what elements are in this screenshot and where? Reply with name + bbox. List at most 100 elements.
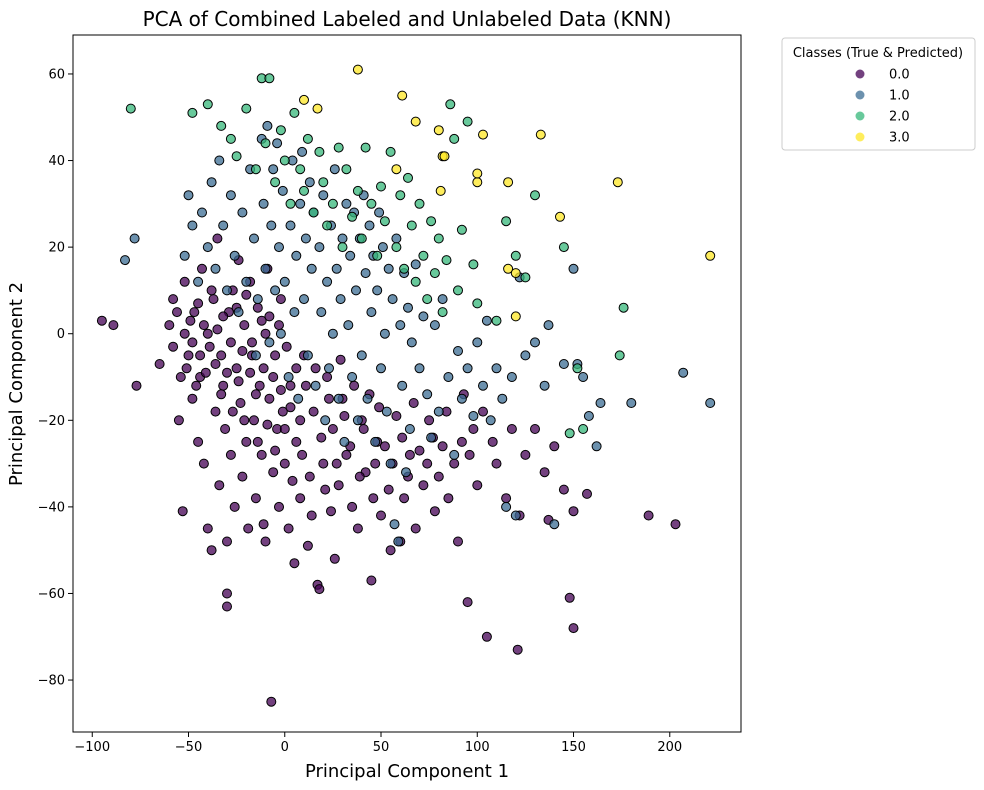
data-point: [235, 398, 246, 408]
x-tick-label: 200: [657, 740, 682, 755]
data-point: [306, 510, 317, 521]
data-point: [231, 151, 242, 162]
data-point: [275, 385, 286, 395]
data-point: [250, 493, 261, 504]
y-tick-label: 40: [48, 154, 65, 169]
data-point: [426, 216, 437, 227]
data-point: [406, 337, 417, 348]
data-point: [268, 467, 279, 478]
data-point: [485, 415, 496, 426]
data-point: [218, 220, 229, 231]
y-tick-label: −80: [38, 674, 65, 689]
data-point: [258, 363, 269, 374]
data-point: [250, 350, 261, 361]
data-point: [345, 250, 356, 261]
data-point: [225, 337, 236, 348]
data-point: [277, 406, 288, 417]
data-point: [270, 285, 281, 296]
data-point: [210, 263, 221, 274]
data-point: [210, 359, 221, 369]
legend-marker: [855, 132, 865, 142]
data-point: [320, 484, 331, 495]
data-point: [549, 441, 560, 452]
data-point: [379, 328, 390, 339]
data-point: [376, 510, 386, 521]
data-point: [250, 164, 261, 175]
data-point: [399, 263, 410, 274]
legend-label: 1.0: [889, 89, 910, 104]
data-point: [202, 328, 213, 339]
data-point: [202, 99, 213, 110]
data-point: [268, 164, 279, 175]
data-point: [510, 510, 521, 521]
data-point: [225, 190, 236, 201]
data-point: [335, 354, 346, 365]
y-tick-label: −20: [38, 414, 65, 429]
data-point: [381, 406, 392, 417]
data-point: [441, 255, 452, 266]
legend: Classes (True & Predicted) 0.0 1.0 2.0 3.0: [781, 37, 976, 151]
data-point: [197, 207, 207, 218]
data-point: [274, 242, 284, 253]
data-point: [266, 696, 277, 707]
data-point: [329, 164, 340, 175]
data-point: [179, 250, 190, 261]
data-point: [468, 424, 479, 434]
data-point: [260, 138, 271, 149]
data-point: [506, 424, 517, 434]
data-point: [193, 436, 204, 447]
data-point: [389, 519, 400, 530]
data-point: [173, 415, 184, 426]
data-point: [327, 328, 338, 339]
data-point: [591, 441, 602, 452]
data-point: [503, 263, 514, 274]
data-point: [364, 220, 375, 231]
data-point: [347, 211, 358, 222]
y-tick-label: 20: [48, 241, 65, 256]
data-point: [362, 393, 373, 404]
legend-label: 0.0: [889, 68, 910, 83]
data-point: [578, 372, 589, 382]
data-point: [198, 320, 209, 331]
data-point: [252, 302, 263, 313]
data-point: [374, 207, 385, 218]
data-point: [549, 519, 560, 530]
data-point: [670, 519, 681, 530]
data-point: [368, 493, 379, 504]
data-point: [125, 103, 136, 114]
data-point: [299, 185, 309, 196]
data-point: [418, 250, 429, 261]
data-point: [512, 644, 523, 655]
data-point: [705, 398, 716, 408]
data-point: [397, 380, 408, 391]
data-point: [322, 276, 333, 287]
legend-marker: [855, 69, 865, 79]
data-point: [197, 263, 207, 274]
data-point: [225, 133, 236, 144]
data-point: [558, 484, 569, 495]
legend-box: [781, 37, 976, 151]
data-point: [314, 242, 325, 253]
data-point: [249, 415, 259, 426]
data-point: [164, 320, 175, 331]
data-point: [216, 389, 227, 400]
y-axis: −80 −60 −40 −20 0 20 40 60: [38, 67, 73, 689]
data-point: [202, 242, 213, 253]
data-point: [154, 359, 165, 369]
data-point: [256, 315, 267, 326]
data-point: [358, 424, 369, 434]
data-point: [408, 398, 419, 408]
data-point: [285, 220, 296, 231]
data-point: [391, 164, 402, 175]
data-point: [252, 436, 263, 447]
data-point: [418, 311, 429, 322]
data-point: [487, 436, 498, 447]
data-point: [535, 129, 546, 140]
data-point: [337, 233, 348, 244]
data-point: [218, 380, 229, 391]
data-point: [285, 198, 296, 209]
data-point: [618, 302, 629, 313]
data-point: [422, 389, 433, 400]
data-point: [222, 536, 232, 547]
